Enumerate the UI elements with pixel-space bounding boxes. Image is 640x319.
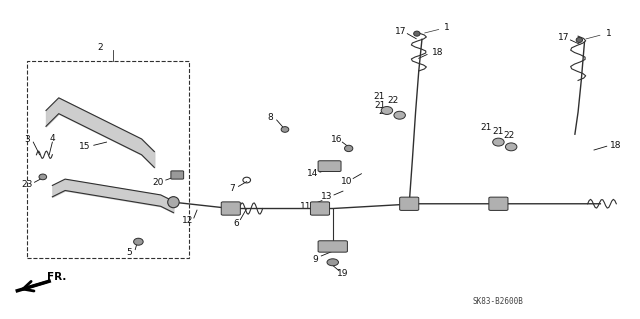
Ellipse shape	[506, 143, 517, 151]
Text: 21: 21	[493, 127, 504, 136]
FancyBboxPatch shape	[171, 171, 184, 179]
Ellipse shape	[39, 174, 47, 180]
Text: 16: 16	[331, 135, 342, 145]
Text: 22: 22	[503, 131, 515, 140]
Text: 2: 2	[97, 43, 103, 52]
Text: 21: 21	[378, 107, 389, 116]
Ellipse shape	[381, 107, 393, 115]
FancyBboxPatch shape	[318, 241, 348, 252]
Text: 9: 9	[312, 255, 318, 263]
Text: 10: 10	[341, 176, 353, 186]
Ellipse shape	[344, 145, 353, 152]
Text: 21: 21	[375, 101, 386, 110]
Text: 22: 22	[388, 97, 399, 106]
Text: 4: 4	[49, 134, 55, 144]
Text: 21: 21	[374, 92, 385, 101]
Ellipse shape	[134, 238, 143, 245]
Text: 15: 15	[79, 142, 90, 151]
FancyBboxPatch shape	[310, 202, 330, 215]
Text: 11: 11	[300, 202, 311, 211]
Text: 17: 17	[557, 33, 569, 42]
Text: 23: 23	[21, 180, 33, 189]
Ellipse shape	[327, 259, 339, 266]
Text: SK83-B2600B: SK83-B2600B	[473, 297, 524, 306]
FancyBboxPatch shape	[318, 161, 341, 172]
Text: 1: 1	[586, 28, 611, 39]
FancyBboxPatch shape	[221, 202, 241, 215]
Text: 21: 21	[480, 123, 492, 132]
Text: 18: 18	[432, 48, 444, 57]
Ellipse shape	[394, 111, 405, 119]
Ellipse shape	[493, 138, 504, 146]
Text: 18: 18	[610, 141, 621, 150]
Bar	[27, 62, 189, 257]
Text: 7: 7	[229, 184, 235, 193]
FancyBboxPatch shape	[489, 197, 508, 211]
Ellipse shape	[413, 31, 420, 36]
Text: 6: 6	[233, 219, 239, 228]
Text: 5: 5	[126, 248, 132, 257]
Ellipse shape	[576, 37, 582, 42]
Ellipse shape	[281, 127, 289, 132]
Text: 8: 8	[268, 113, 273, 122]
Text: 13: 13	[321, 192, 332, 201]
Text: FR.: FR.	[47, 272, 67, 282]
Text: 20: 20	[152, 178, 164, 187]
Ellipse shape	[168, 197, 179, 208]
Text: 17: 17	[394, 27, 406, 36]
Text: 12: 12	[182, 216, 193, 225]
Text: 14: 14	[307, 169, 318, 178]
FancyBboxPatch shape	[399, 197, 419, 211]
Text: 3: 3	[24, 135, 29, 144]
Text: 1: 1	[425, 23, 450, 33]
Text: 19: 19	[337, 269, 348, 278]
